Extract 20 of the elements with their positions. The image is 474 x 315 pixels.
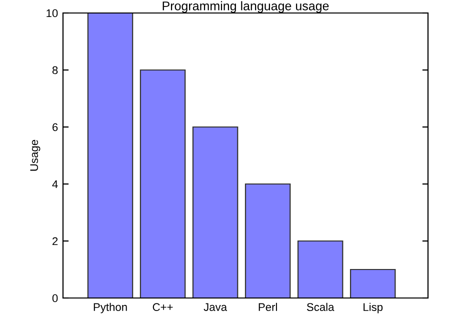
x-tick-label: Perl	[258, 302, 277, 312]
y-tick-label: 2	[52, 237, 58, 246]
bar	[140, 69, 186, 298]
y-tick-label: 4	[52, 180, 58, 188]
y-tick-label: 10	[46, 9, 58, 18]
y-tick-label: 6	[52, 123, 58, 132]
chart-title: Programming language usage	[162, 1, 329, 13]
bar	[350, 268, 396, 298]
y-axis-title: Usage	[30, 140, 40, 171]
y-tick-label: 0	[52, 294, 58, 302]
bar	[192, 126, 238, 298]
y-tick-label: 8	[52, 66, 58, 74]
x-tick-label: Scala	[306, 302, 334, 312]
x-tick-label: Java	[204, 303, 228, 312]
x-tick-label: C++	[152, 303, 173, 312]
bar	[87, 13, 134, 298]
x-tick-label: Lisp	[364, 302, 383, 314]
bar	[297, 240, 344, 298]
x-tick-label: Python	[94, 302, 127, 314]
bar	[244, 183, 291, 298]
